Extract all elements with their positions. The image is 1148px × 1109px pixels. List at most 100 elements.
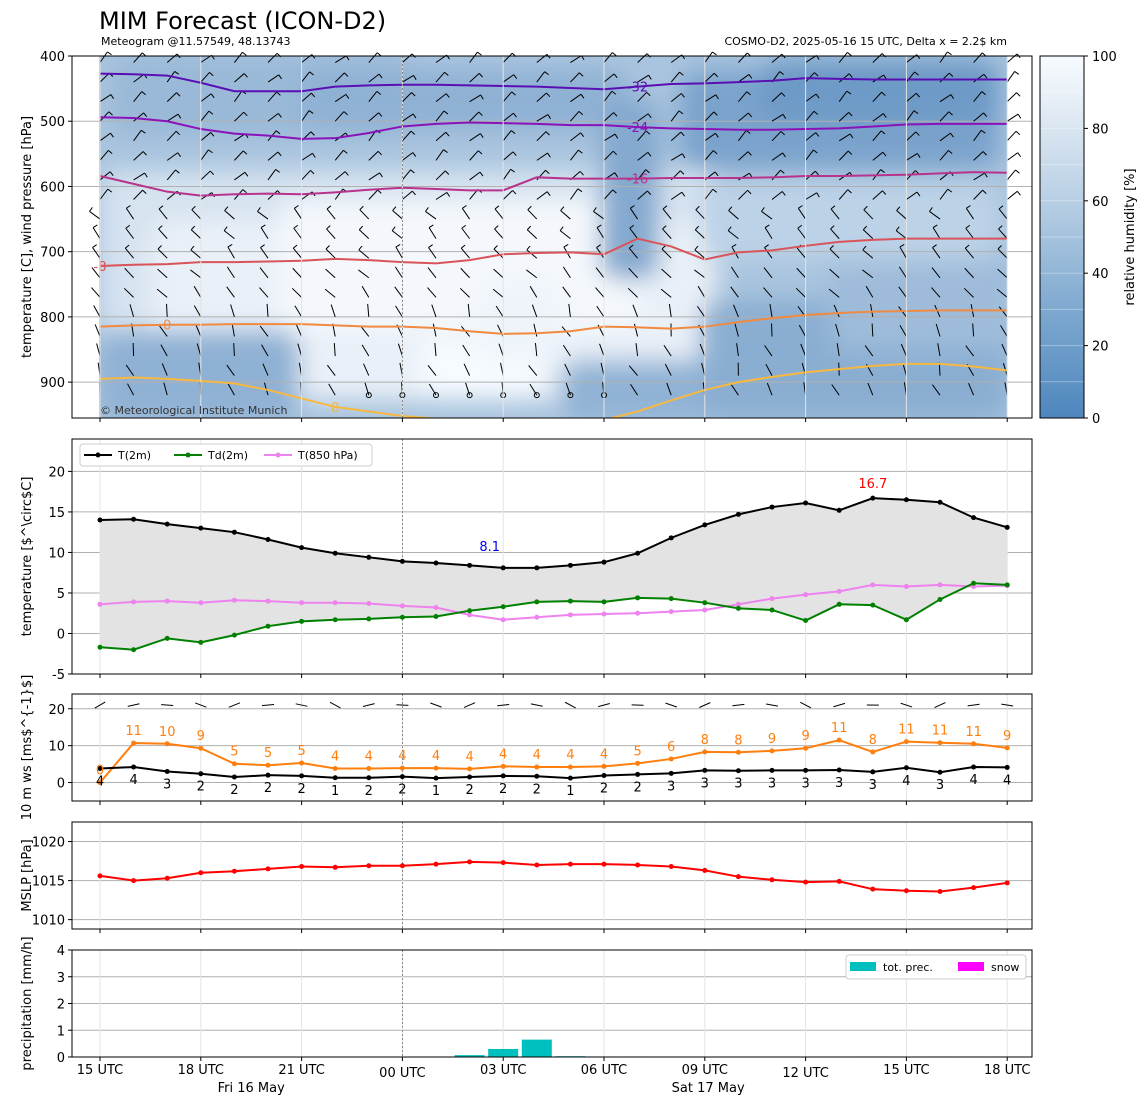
- t2m-point: [803, 501, 808, 506]
- y-tick-label: 2: [57, 998, 65, 1013]
- mean-wind-point: [669, 771, 674, 776]
- t2m-point: [400, 559, 405, 564]
- x-tick-label: 18 UTC: [178, 1063, 224, 1078]
- mean-wind-value-label: 1: [566, 784, 574, 799]
- wind-barb: [1007, 191, 1017, 199]
- gust-point: [400, 766, 405, 771]
- t2m-point: [938, 500, 943, 505]
- td2m-point: [736, 606, 741, 611]
- legend-swatch-precip: [850, 962, 876, 971]
- gust-value-label: 11: [125, 724, 142, 739]
- td2m-point: [938, 597, 943, 602]
- t850-point: [702, 607, 707, 612]
- t2m-point: [333, 551, 338, 556]
- humidity-blob: [830, 250, 1010, 350]
- mean-wind-point: [400, 774, 405, 779]
- wind-barb: [1007, 114, 1018, 121]
- t850-point: [602, 612, 607, 617]
- gust-point: [232, 761, 237, 766]
- gust-point: [602, 764, 607, 769]
- y-tick-label: 15: [48, 506, 65, 521]
- gust-value-label: 11: [898, 723, 915, 738]
- mean-wind-value-label: 3: [667, 779, 675, 794]
- mean-wind-value-label: 2: [297, 782, 305, 797]
- wind-barb-flag: [1018, 114, 1021, 118]
- surface-wind-barb: [766, 704, 778, 706]
- humidity-blob: [760, 60, 1000, 120]
- wind-barb: [1007, 153, 1018, 161]
- gust-value-label: 4: [499, 747, 507, 762]
- wind-barb: [93, 228, 100, 239]
- legend-marker: [96, 453, 101, 458]
- t2m-point: [736, 512, 741, 517]
- x-tick-label: 09 UTC: [682, 1063, 728, 1078]
- gust-point: [736, 750, 741, 755]
- td2m-point: [434, 614, 439, 619]
- mean-wind-point: [770, 768, 775, 773]
- td2m-point: [165, 636, 170, 641]
- mean-wind-point: [702, 768, 707, 773]
- mean-wind-value-label: 3: [936, 778, 944, 793]
- mean-wind-value-label: 2: [499, 782, 507, 797]
- t850-point: [98, 602, 103, 607]
- mslp-point: [299, 864, 304, 869]
- x-tick-label: 15 UTC: [883, 1063, 929, 1078]
- mslp-point: [400, 863, 405, 868]
- temperature-legend: T(2m)Td(2m)T(850 hPa): [80, 444, 372, 466]
- wind-barb: [1007, 131, 1016, 141]
- isotherm-label: 8: [331, 401, 339, 416]
- mean-wind-value-label: 4: [129, 773, 137, 788]
- mean-wind-point: [467, 775, 472, 780]
- mslp-point: [870, 887, 875, 892]
- t850-point: [669, 609, 674, 614]
- precip-ylabel: precipitation [mm/h]: [20, 936, 35, 1070]
- mslp-point: [770, 877, 775, 882]
- surface-wind-barb: [161, 705, 173, 706]
- mslp-point: [971, 885, 976, 890]
- mslp-point: [1005, 880, 1010, 885]
- gust-value-label: 11: [965, 725, 982, 740]
- td2m-point: [568, 599, 573, 604]
- surface-wind-barbs: [95, 702, 1013, 708]
- surface-wind-barb: [330, 702, 340, 708]
- td2m-point: [702, 600, 707, 605]
- gust-value-label: 5: [264, 746, 272, 761]
- y-tick-label: 0: [57, 1051, 65, 1066]
- gust-value-label: 4: [398, 749, 406, 764]
- td2m-point: [400, 615, 405, 620]
- t2m-point: [870, 496, 875, 501]
- t2m-point: [534, 565, 539, 570]
- mslp-point: [534, 862, 539, 867]
- spread-area: [100, 498, 1007, 650]
- gust-point: [333, 766, 338, 771]
- gust-value-label: 6: [667, 740, 675, 755]
- t2m-point: [602, 560, 607, 565]
- t850-point: [232, 598, 237, 603]
- wind-barb-flag: [477, 52, 481, 55]
- copyright-text: © Meteorological Institute Munich: [100, 404, 287, 417]
- t850-point: [803, 592, 808, 597]
- td2m-point: [635, 595, 640, 600]
- wind-barb-flag: [242, 52, 246, 55]
- wind-barb-flag: [1016, 131, 1020, 134]
- mslp-point: [602, 862, 607, 867]
- legend-label-precip: tot. prec.: [883, 961, 933, 974]
- legend-label: Td(2m): [207, 449, 248, 462]
- colorbar-label: relative humidity [%]: [1123, 168, 1138, 305]
- mslp-point: [501, 860, 506, 865]
- wind-barb-flag: [847, 52, 851, 55]
- mslp-point: [266, 866, 271, 871]
- gust-value-label: 11: [831, 721, 848, 736]
- mean-wind-point: [534, 774, 539, 779]
- gust-point: [971, 741, 976, 746]
- gust-point: [534, 765, 539, 770]
- wind-barb: [872, 323, 873, 336]
- t2m-point: [971, 515, 976, 520]
- td2m-point: [837, 602, 842, 607]
- td2m-point: [266, 624, 271, 629]
- mean-wind-value-label: 4: [969, 773, 977, 788]
- gust-value-label: 4: [331, 750, 339, 765]
- mean-wind-value-label: 2: [365, 784, 373, 799]
